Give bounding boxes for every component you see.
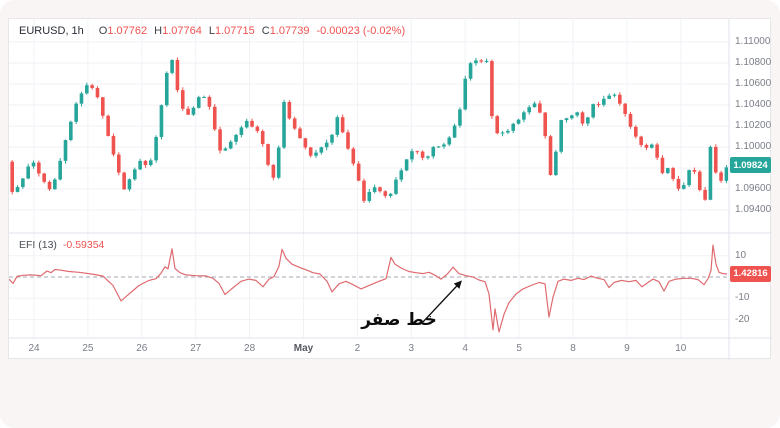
time-axis-tick: May: [293, 343, 314, 354]
indicator-axis-tick: -20: [735, 313, 750, 325]
price-axis-tick: 1.10400: [735, 99, 772, 110]
time-axis-tick: 10: [675, 343, 687, 354]
change-value: -0.00023 (-0.02%): [316, 25, 406, 37]
indicator-last-value-badge: 1.42816: [730, 265, 771, 282]
price-axis-tick: 1.10000: [735, 141, 772, 152]
time-axis-tick: 25: [82, 343, 94, 354]
price-axis-tick: 1.10600: [735, 78, 772, 89]
last-price-badge: 1.09824: [730, 157, 771, 174]
high-value: 1.07764: [162, 25, 202, 37]
symbol-ohlc-header: EURUSD, 1h O1.07762 H1.07764 L1.07715 C1.077…: [19, 25, 405, 37]
time-axis-tick: 27: [190, 343, 202, 354]
trading-chart-panel[interactable]: EURUSD, 1h O1.07762 H1.07764 L1.07715 C1.077…: [8, 18, 772, 360]
high-label: H: [154, 25, 163, 37]
time-axis-tick: 8: [570, 343, 576, 354]
efi-line-layer: [9, 244, 728, 333]
low-label: L: [208, 25, 215, 37]
close-label: C: [261, 25, 270, 37]
indicator-header: EFI (13) -0.59354: [19, 239, 104, 251]
time-axis-tick: 28: [244, 343, 256, 354]
time-axis-tick: 2: [354, 343, 361, 354]
indicator-axis-tick: 10: [735, 249, 747, 261]
price-axis-tick: 1.09600: [735, 183, 772, 194]
indicator-axis-tick: -10: [735, 292, 750, 304]
price-axis-tick: 1.10200: [735, 120, 772, 131]
zero-line-annotation-text: خط صفر: [361, 310, 437, 330]
candlestick-layer: [10, 57, 728, 203]
chart-canvas[interactable]: [9, 19, 772, 360]
close-value: 1.07739: [269, 25, 310, 37]
time-axis-tick: 26: [136, 343, 148, 354]
low-value: 1.07715: [214, 25, 255, 37]
annotation-arrow-icon: [421, 280, 462, 324]
price-axis-tick: 1.11000: [735, 36, 771, 47]
time-axis-tick: 5: [516, 343, 522, 354]
time-axis-tick: 9: [624, 343, 630, 354]
symbol-label: EURUSD, 1h: [19, 25, 84, 37]
indicator-value: -0.59354: [62, 239, 105, 251]
indicator-title: EFI (13): [19, 239, 57, 251]
price-axis-tick: 1.09400: [735, 204, 772, 215]
time-axis-tick: 4: [462, 343, 468, 354]
price-axis-tick: 1.10800: [735, 57, 772, 68]
open-value: 1.07762: [107, 25, 148, 37]
time-axis-tick: 3: [408, 343, 415, 354]
time-axis-tick: 24: [28, 343, 40, 354]
open-label: O: [98, 25, 108, 37]
